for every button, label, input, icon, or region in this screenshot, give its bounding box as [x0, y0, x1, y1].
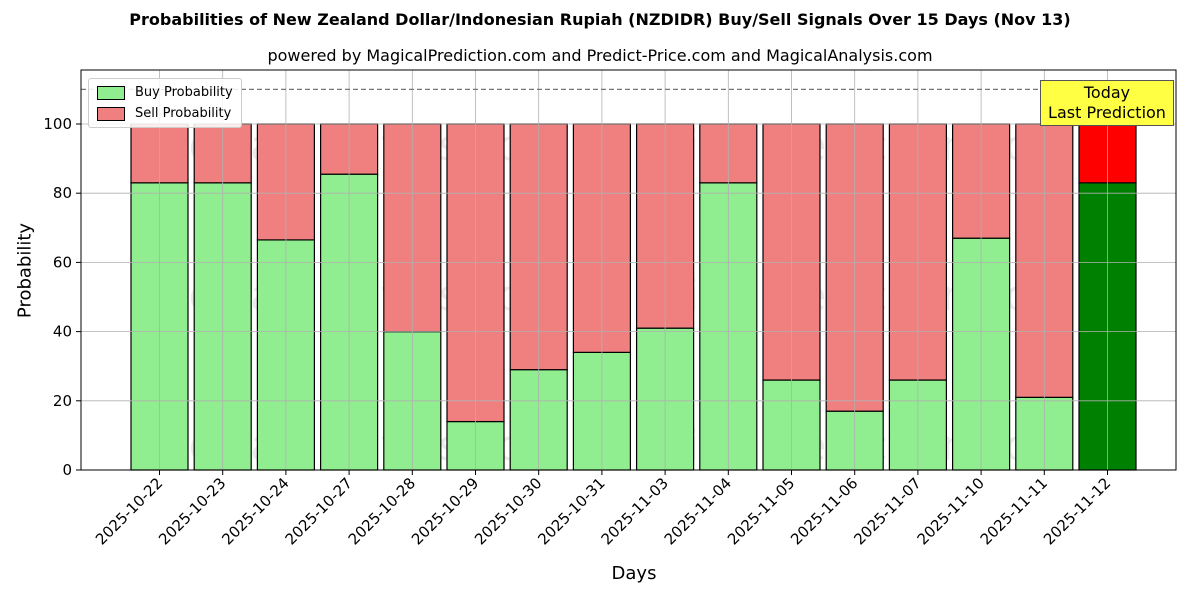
axes-frame — [80, 69, 1177, 471]
legend: Buy Probability Sell Probability — [88, 78, 242, 128]
x-tick-label: 2025-11-07 — [850, 474, 924, 548]
y-tick-label: 40 — [53, 323, 72, 341]
x-tick-label: 2025-10-31 — [534, 474, 608, 548]
sell-swatch — [97, 106, 125, 121]
x-tick-label: 2025-11-04 — [661, 474, 735, 548]
x-tick-label: 2025-11-06 — [787, 474, 861, 548]
x-tick-label: 2025-11-12 — [1040, 474, 1114, 548]
legend-item-buy: Buy Probability — [97, 82, 233, 103]
chart-title: Probabilities of New Zealand Dollar/Indo… — [129, 10, 1071, 29]
buy-swatch — [97, 85, 125, 100]
today-annotation: Today Last Prediction — [1040, 80, 1174, 126]
y-tick-label: 60 — [53, 253, 72, 271]
x-tick-label: 2025-10-30 — [471, 474, 545, 548]
y-tick-label: 20 — [53, 392, 72, 410]
x-tick-label: 2025-10-28 — [345, 474, 419, 548]
legend-sell-label: Sell Probability — [135, 106, 232, 121]
y-tick-label: 80 — [53, 184, 72, 202]
x-tick-label: 2025-10-23 — [155, 474, 229, 548]
annotation-line2: Last Prediction — [1048, 103, 1166, 122]
x-tick-label: 2025-11-11 — [977, 474, 1051, 548]
y-axis-label: Probability — [14, 222, 36, 319]
x-tick-label: 2025-10-27 — [282, 474, 356, 548]
legend-item-sell: Sell Probability — [97, 103, 233, 124]
annotation-line1: Today — [1083, 83, 1131, 102]
x-tick-label: 2025-11-10 — [914, 474, 988, 548]
legend-buy-label: Buy Probability — [135, 85, 233, 100]
x-tick-label: 2025-10-24 — [218, 474, 292, 548]
x-tick-label: 2025-10-29 — [408, 474, 482, 548]
y-tick-label: 100 — [43, 115, 72, 133]
x-tick-label: 2025-11-05 — [724, 474, 798, 548]
chart-subtitle: powered by MagicalPrediction.com and Pre… — [267, 46, 933, 65]
y-tick-label: 0 — [62, 461, 72, 479]
x-axis-label: Days — [611, 563, 657, 584]
x-tick-label: 2025-10-22 — [92, 474, 166, 548]
x-tick-label: 2025-11-03 — [598, 474, 672, 548]
